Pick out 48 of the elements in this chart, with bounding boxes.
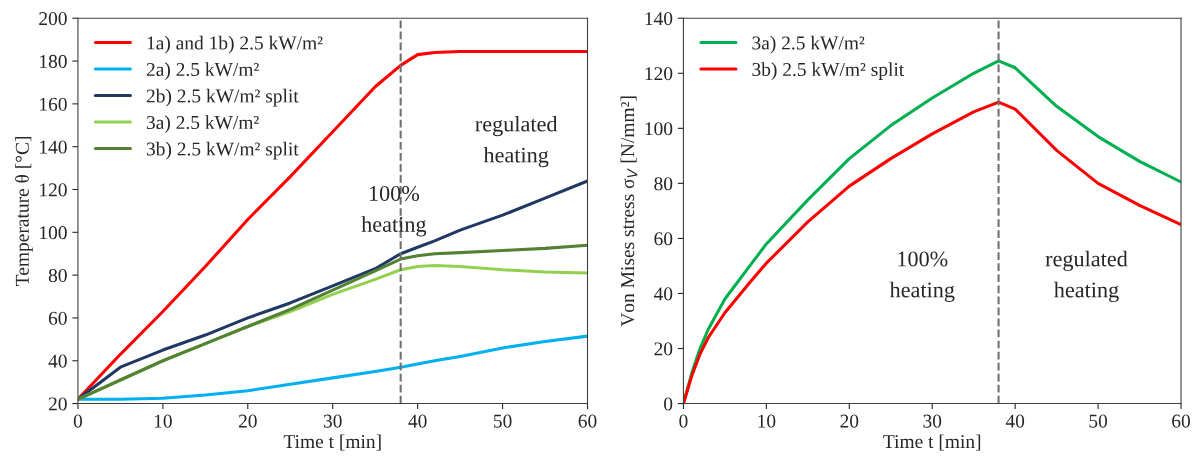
y-axis-title: Von Mises stress σ$_{V}$ [N/mm²] [620, 96, 638, 327]
x-tick-label: 60 [578, 414, 597, 428]
x-tick-label: 50 [493, 414, 512, 428]
y-tick-label: 160 [40, 97, 67, 111]
y-tick-label: 180 [40, 54, 67, 68]
x-tick-label: 30 [323, 414, 342, 428]
legend-label: 1a) and 1b) 2.5 kW/m² [147, 35, 323, 54]
legend-label: 3b) 2.5 kW/m² split [146, 141, 299, 160]
x-tick-label: 30 [923, 414, 942, 428]
legend-label: 3b) 2.5 kW/m² split [752, 62, 905, 80]
y-tick-label: 100 [40, 226, 67, 240]
legend-label: 3a) 2.5 kW/m² [752, 35, 865, 54]
y-tick-label: 40 [48, 354, 67, 368]
y-tick-label: 0 [664, 397, 673, 411]
x-tick-label: 0 [679, 414, 688, 428]
y-tick-label: 100 [645, 122, 673, 136]
x-tick-label: 10 [154, 414, 172, 428]
annotation: 100% heating [889, 251, 955, 302]
y-tick-label: 140 [40, 140, 67, 154]
y-tick-label: 60 [654, 232, 673, 246]
y-tick-label: 140 [645, 12, 673, 26]
x-tick-label: 50 [1089, 414, 1108, 428]
legend-label: 3a) 2.5 kW/m² [146, 115, 259, 133]
x-tick-label: 20 [238, 414, 257, 428]
x-axis-title: Time t [min] [283, 434, 381, 451]
y-tick-label: 80 [48, 268, 67, 283]
y-tick-label: 120 [40, 183, 67, 197]
y-tick-label: 80 [654, 177, 673, 191]
x-tick-label: 40 [408, 414, 427, 428]
y-tick-label: 60 [48, 311, 67, 325]
x-tick-label: 10 [758, 414, 776, 428]
y-tick-label: 40 [653, 287, 673, 301]
legend-label: 2b) 2.5 kW/m² split [146, 88, 299, 107]
x-tick-label: 60 [1172, 414, 1190, 428]
y-tick-label: 120 [645, 67, 673, 81]
annotation: regulated heating [1045, 250, 1128, 303]
y-tick-label: 200 [39, 12, 67, 26]
line-series [77, 334, 588, 401]
annotation: 100% heating [361, 185, 427, 237]
legend-label: 2a) 2.5 kW/m² [146, 62, 259, 80]
x-tick-label: 40 [1005, 414, 1025, 428]
y-tick-label: 20 [48, 397, 67, 411]
y-tick-label: 20 [654, 342, 673, 356]
x-tick-label: 0 [73, 414, 83, 428]
y-axis-title: Temperature θ [°C] [15, 137, 33, 286]
x-axis-title: Time t [min] [883, 434, 981, 451]
x-tick-label: 20 [840, 414, 859, 428]
annotation: regulated heating [475, 115, 558, 168]
